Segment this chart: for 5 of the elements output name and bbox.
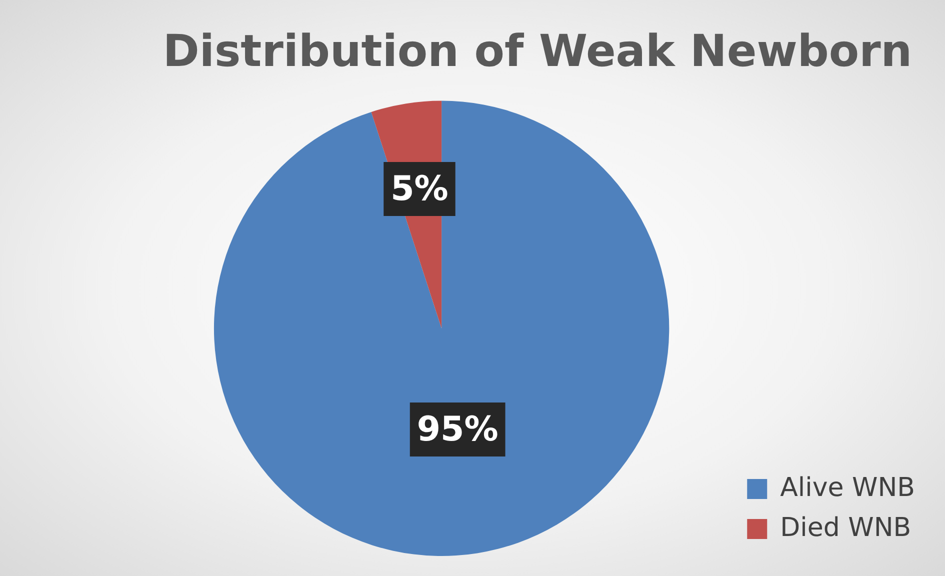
data-label: 5% — [390, 168, 448, 209]
chart-title: Distribution of Weak Newborn — [162, 26, 912, 77]
legend-label: Alive WNB — [780, 472, 915, 503]
legend-label: Died WNB — [780, 512, 912, 543]
data-label: 95% — [416, 409, 498, 450]
